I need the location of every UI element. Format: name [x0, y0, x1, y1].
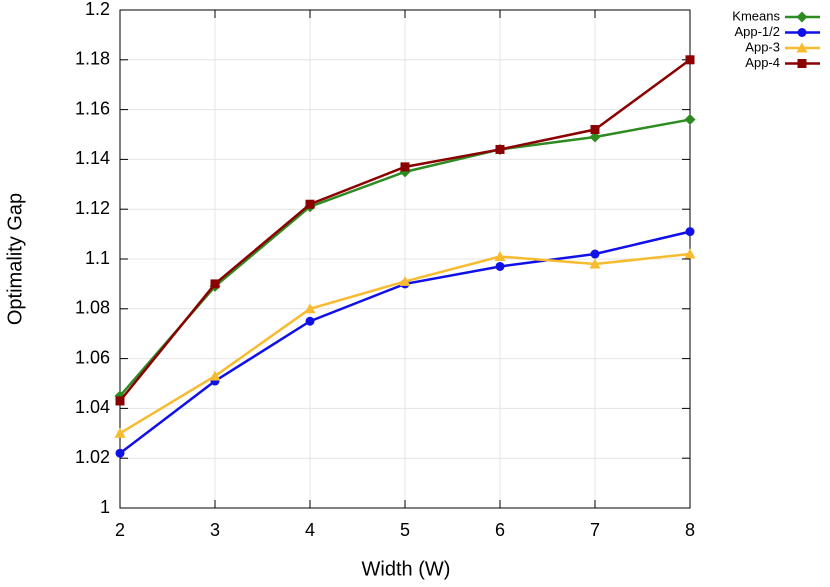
marker	[115, 448, 125, 458]
marker	[494, 251, 506, 262]
marker	[590, 125, 600, 135]
x-tick-label: 2	[115, 520, 125, 540]
marker	[495, 261, 505, 271]
y-tick-label: 1.14	[75, 148, 110, 168]
marker	[495, 144, 505, 154]
y-tick-label: 1	[100, 497, 110, 517]
x-tick-label: 4	[305, 520, 315, 540]
marker	[210, 279, 220, 289]
x-tick-label: 7	[590, 520, 600, 540]
marker	[589, 258, 601, 269]
legend-label: App-1/2	[734, 24, 780, 39]
marker	[115, 396, 125, 406]
marker	[304, 303, 316, 314]
x-axis-label: Width (W)	[362, 558, 451, 580]
y-tick-label: 1.04	[75, 397, 110, 417]
legend-marker	[796, 11, 808, 23]
y-tick-label: 1.12	[75, 198, 110, 218]
y-tick-label: 1.08	[75, 298, 110, 318]
y-tick-label: 1.02	[75, 447, 110, 467]
legend-marker	[796, 42, 808, 53]
marker	[399, 275, 411, 286]
marker	[684, 114, 696, 126]
legend-marker	[797, 59, 807, 68]
marker	[305, 316, 315, 326]
x-tick-label: 6	[495, 520, 505, 540]
marker	[400, 162, 410, 172]
marker	[684, 248, 696, 259]
legend-label: App-4	[745, 55, 780, 70]
y-tick-label: 1.06	[75, 347, 110, 367]
legend-marker	[797, 28, 807, 37]
marker	[589, 131, 601, 143]
marker	[685, 55, 695, 65]
marker	[590, 249, 600, 259]
x-tick-label: 5	[400, 520, 410, 540]
y-tick-label: 1.18	[75, 49, 110, 69]
marker	[685, 227, 695, 237]
y-tick-label: 1.2	[85, 0, 110, 19]
marker	[209, 370, 221, 381]
legend-label: Kmeans	[732, 8, 780, 23]
x-tick-label: 3	[210, 520, 220, 540]
plot-frame	[119, 9, 691, 509]
marker	[305, 199, 315, 209]
legend-label: App-3	[745, 39, 780, 54]
marker	[114, 427, 126, 438]
y-tick-label: 1.16	[75, 98, 110, 118]
y-tick-label: 1.1	[85, 248, 110, 268]
y-axis-label: Optimality Gap	[4, 193, 26, 325]
x-tick-label: 8	[685, 520, 695, 540]
